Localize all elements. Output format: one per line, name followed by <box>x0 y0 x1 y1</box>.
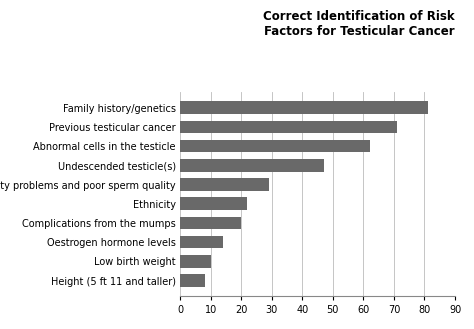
Bar <box>180 178 269 191</box>
Bar <box>180 255 210 267</box>
Bar <box>180 140 370 152</box>
Bar <box>180 159 324 171</box>
Bar <box>180 197 247 210</box>
Bar <box>180 236 223 248</box>
Bar <box>180 274 205 287</box>
Text: Correct Identification of Risk
Factors for Testicular Cancer: Correct Identification of Risk Factors f… <box>264 10 455 38</box>
Bar <box>180 217 241 229</box>
Bar <box>180 101 428 114</box>
Bar <box>180 121 397 133</box>
